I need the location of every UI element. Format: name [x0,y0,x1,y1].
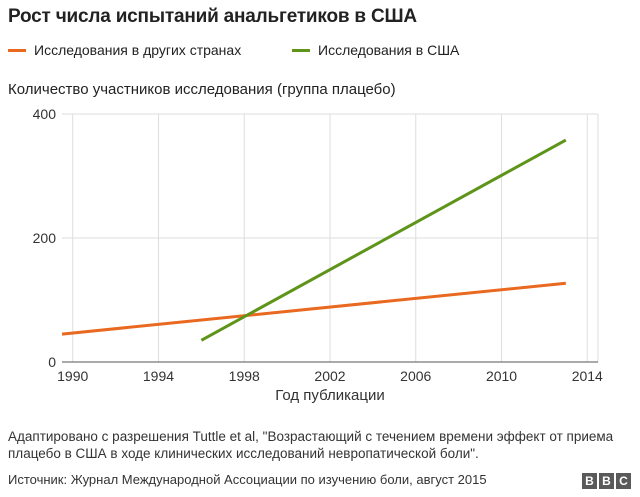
chart-title: Рост числа испытаний анальгетиков в США [8,6,417,27]
series-line [200,138,567,342]
x-tick-label: 1998 [229,368,260,384]
y-tick-label: 400 [33,106,57,122]
x-tick-label: 1994 [143,368,174,384]
y-axis-label: Количество участников исследования (груп… [8,81,396,98]
x-tick-label: 2002 [314,368,345,384]
source-text: Источник: Журнал Международной Ассоциаци… [8,472,487,487]
line-chart: 0 200 400 1990 1994 1998 2002 2006 2010 2014 Год п… [33,106,603,404]
legend-label-usa: Исследования в США [318,42,460,58]
bbc-logo-letter: C [616,473,631,489]
y-tick-label: 200 [33,230,57,246]
series-line [61,281,566,336]
x-tick-label: 2014 [572,368,603,384]
x-axis-label: Год публикации [275,387,384,404]
y-tick-label: 0 [48,354,56,370]
attribution-note: Адаптировано с разрешения Tuttle et al, … [8,429,614,461]
bbc-logo-letter: B [582,473,597,489]
bbc-logo-letter: B [599,473,614,489]
x-tick-label: 2006 [400,368,431,384]
x-tick-label: 2010 [486,368,517,384]
legend-swatch-usa [292,49,310,52]
x-tick-label: 1990 [57,368,88,384]
legend-label-other-countries: Исследования в других странах [34,42,242,58]
legend-swatch-other-countries [8,49,26,52]
